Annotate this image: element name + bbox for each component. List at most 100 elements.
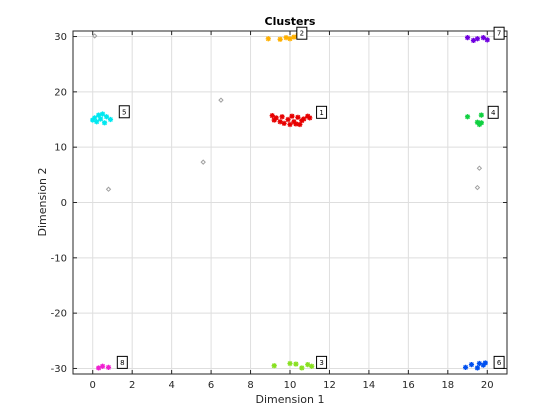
cluster-2-point bbox=[291, 34, 297, 40]
y-tick-label: -10 bbox=[51, 253, 67, 264]
x-tick-label: 16 bbox=[402, 380, 415, 391]
y-tick-label: 20 bbox=[54, 87, 67, 98]
cluster-4-point bbox=[464, 114, 471, 120]
cluster-label-box bbox=[493, 355, 505, 369]
y-tick-label: -20 bbox=[51, 309, 67, 320]
cluster-7-point bbox=[464, 35, 471, 41]
cluster-2-point bbox=[277, 36, 283, 42]
cluster-6-point bbox=[476, 360, 482, 367]
cluster-1-point bbox=[273, 115, 279, 121]
cluster-label-box bbox=[493, 26, 505, 40]
cluster-2-point bbox=[265, 36, 271, 42]
cluster-3-point bbox=[271, 363, 277, 369]
cluster-2-point bbox=[283, 35, 289, 41]
cluster-5-point bbox=[96, 112, 102, 118]
cluster-5-point bbox=[90, 117, 96, 123]
cluster-5-point bbox=[98, 116, 104, 122]
cluster-8-point bbox=[96, 365, 102, 371]
noise-point bbox=[91, 33, 98, 39]
x-tick-label: 4 bbox=[168, 380, 174, 391]
cluster-5-point bbox=[94, 119, 100, 125]
cluster-7-point bbox=[480, 35, 486, 41]
cluster-8-point bbox=[105, 364, 112, 370]
cluster-label-box bbox=[296, 26, 308, 40]
cluster-1-point bbox=[301, 116, 307, 122]
cluster-4-point bbox=[478, 120, 484, 126]
noise-point bbox=[474, 184, 481, 191]
cluster-label-3: 3 bbox=[319, 359, 323, 367]
cluster-1-point bbox=[297, 121, 303, 128]
x-tick-label: 6 bbox=[208, 380, 214, 391]
cluster-label-6: 6 bbox=[497, 359, 502, 367]
cluster-8-point bbox=[99, 363, 106, 369]
cluster-label-box bbox=[118, 105, 130, 119]
cluster-label-5: 5 bbox=[122, 108, 126, 116]
cluster-label-box bbox=[116, 355, 128, 369]
cluster-label-box bbox=[316, 355, 328, 369]
x-tick-label: 14 bbox=[363, 380, 376, 391]
cluster-label-box bbox=[487, 105, 499, 119]
plot-marks bbox=[90, 32, 490, 371]
x-tick-label: 20 bbox=[481, 380, 494, 391]
cluster-6-point bbox=[480, 362, 486, 368]
cluster-5-point bbox=[92, 115, 98, 121]
y-axis-label: Dimension 2 bbox=[36, 168, 49, 237]
cluster-label-4: 4 bbox=[491, 109, 496, 117]
cluster-label-box bbox=[316, 105, 328, 119]
x-tick-label: 2 bbox=[129, 380, 135, 391]
x-tick-label: 8 bbox=[247, 380, 253, 391]
cluster-1-point bbox=[307, 115, 313, 121]
cluster-1-point bbox=[279, 114, 285, 120]
cluster-3-point bbox=[305, 361, 311, 368]
noise-point bbox=[476, 165, 483, 171]
cluster-1-point bbox=[293, 121, 299, 127]
cluster-5-point bbox=[103, 114, 110, 120]
cluster-label-1: 1 bbox=[319, 109, 323, 117]
cluster-7-point bbox=[470, 37, 477, 44]
cluster-1-point bbox=[285, 116, 291, 123]
cluster-6-point bbox=[474, 365, 481, 371]
noise-point bbox=[200, 159, 206, 165]
y-tick-label: 0 bbox=[61, 198, 67, 209]
x-tick-label: 12 bbox=[323, 380, 336, 391]
noise-point bbox=[218, 97, 224, 103]
cluster-4-point bbox=[474, 119, 481, 125]
noise-point bbox=[105, 186, 112, 192]
cluster-label-8: 8 bbox=[120, 359, 124, 367]
cluster-3-point bbox=[293, 361, 299, 367]
cluster-1-point bbox=[291, 119, 297, 125]
chart-title: Clusters bbox=[265, 15, 316, 28]
cluster-1-point bbox=[271, 117, 277, 123]
y-tick-label: 10 bbox=[54, 143, 67, 154]
x-axis-label: Dimension 1 bbox=[256, 393, 325, 406]
cluster-7-point bbox=[484, 37, 490, 43]
cluster-1-point bbox=[295, 114, 301, 120]
y-tick-label: 30 bbox=[54, 32, 67, 43]
cluster-4-point bbox=[478, 112, 484, 118]
cluster-label-2: 2 bbox=[300, 30, 304, 38]
x-tick-label: 10 bbox=[284, 380, 297, 391]
cluster-1-point bbox=[287, 121, 293, 128]
grid-lines bbox=[73, 31, 507, 374]
cluster-5-point bbox=[101, 120, 108, 126]
cluster-2-point bbox=[287, 36, 293, 42]
cluster-6-point bbox=[482, 360, 488, 366]
cluster-3-point bbox=[309, 363, 315, 369]
cluster-3-point bbox=[287, 360, 293, 367]
cluster-5-point bbox=[107, 116, 114, 123]
cluster-1-point bbox=[289, 113, 295, 119]
cluster-6-point bbox=[462, 364, 469, 370]
cluster-1-point bbox=[269, 113, 275, 119]
cluster-3-point bbox=[299, 365, 305, 371]
x-tick-label: 0 bbox=[90, 380, 96, 391]
cluster-annotations: 1 2 3 4 5 6 7 8 bbox=[116, 26, 505, 369]
cluster-1-point bbox=[277, 119, 283, 125]
cluster-5-point bbox=[99, 111, 106, 117]
cluster-label-7: 7 bbox=[497, 30, 501, 38]
cluster-1-point bbox=[281, 120, 287, 126]
y-tick-label: -30 bbox=[51, 364, 67, 375]
cluster-6-point bbox=[468, 361, 475, 368]
x-tick-label: 18 bbox=[441, 380, 454, 391]
